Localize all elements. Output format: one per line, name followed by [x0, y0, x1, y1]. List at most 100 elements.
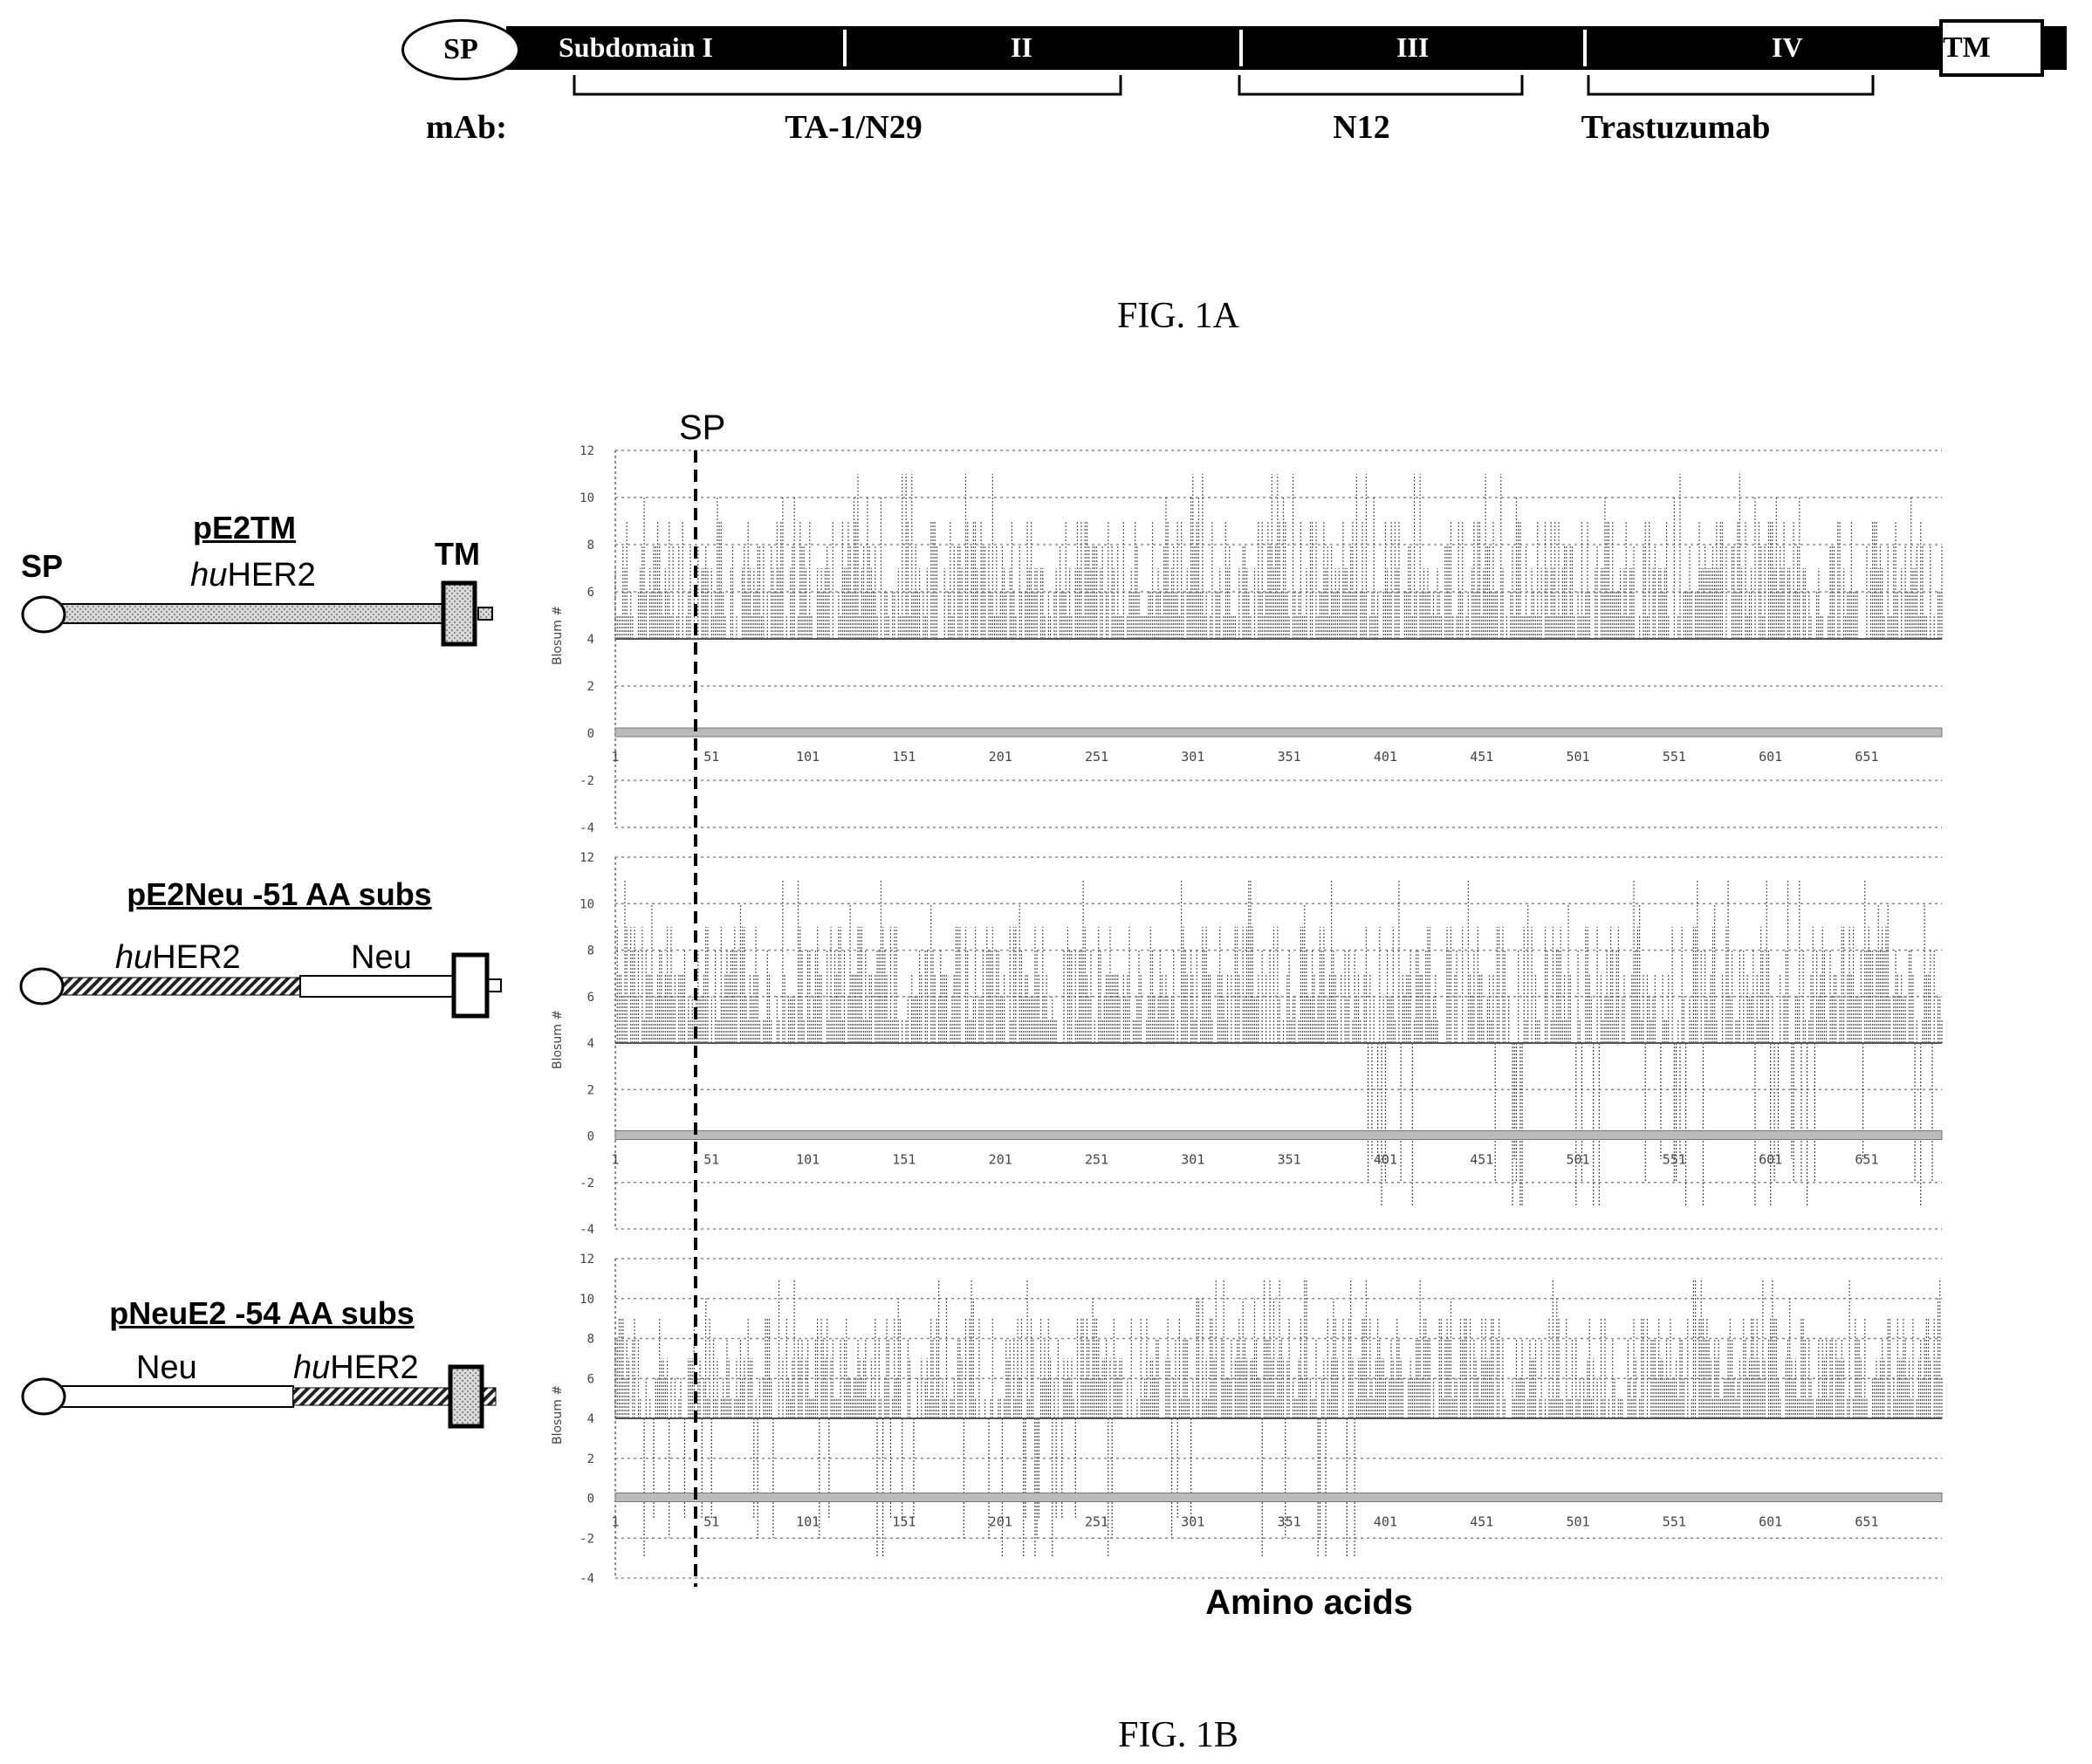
x-tick-label: 501: [1567, 1152, 1590, 1168]
zero-axis-band: [614, 1130, 1943, 1140]
y-tick-label: 4: [587, 633, 594, 647]
construct-1-sp-ellipse: [21, 595, 66, 634]
construct-2-neu-segment: [299, 975, 456, 998]
x-tick-label: 51: [703, 1152, 719, 1168]
x-tick-label: 251: [1085, 1152, 1108, 1168]
construct-1-huher2-label: huHER2: [157, 557, 349, 594]
x-tick-label: 201: [989, 1514, 1012, 1530]
transmembrane-label: TM: [1943, 31, 1991, 64]
construct-1-tm-box: [441, 580, 477, 647]
zero-axis-band: [614, 1493, 1943, 1502]
mab-trastuzumab: Trastuzumab: [1581, 109, 1771, 146]
y-tick-label: -2: [580, 1532, 594, 1546]
x-tick-label: 651: [1855, 1514, 1878, 1530]
x-tick-label: 301: [1181, 1152, 1204, 1168]
x-tick-label: 1: [611, 1152, 619, 1168]
mab-n12: N12: [1333, 109, 1390, 146]
y-tick-label: 2: [587, 1083, 594, 1097]
construct-1-name: pE2TM: [192, 510, 296, 546]
domain-divider: [1583, 30, 1587, 66]
x-tick-label: 151: [892, 1152, 916, 1168]
y-tick-label: 12: [580, 851, 594, 865]
construct-3-sp-ellipse: [21, 1377, 66, 1416]
bracket-n12: [1238, 75, 1524, 96]
x-tick-label: 601: [1759, 749, 1782, 765]
y-tick-label: 8: [587, 1333, 594, 1347]
x-tick-label: 101: [796, 749, 820, 765]
x-tick-label: 301: [1181, 749, 1204, 765]
x-tick-label: 601: [1759, 1152, 1782, 1168]
domain-divider: [843, 30, 847, 66]
x-tick-label: 451: [1470, 1152, 1493, 1168]
y-tick-label: -4: [580, 1223, 594, 1237]
fig1b-caption: FIG. 1B: [1118, 1715, 1238, 1755]
x-tick-label: 501: [1567, 749, 1590, 765]
construct-3-her2: HER2: [330, 1349, 419, 1386]
transmembrane-box: TM: [1939, 19, 2044, 77]
construct-1-diagram: [21, 580, 493, 647]
construct-3-diagram: [21, 1364, 497, 1429]
y-tick-label: 2: [587, 1452, 594, 1466]
x-tick-label: 151: [892, 749, 916, 765]
x-tick-label: 1: [611, 749, 619, 765]
y-tick-label: -4: [580, 1572, 594, 1586]
signal-peptide-ellipse: SP: [401, 19, 520, 80]
x-tick-label: 451: [1470, 749, 1493, 765]
construct-3-neu-segment: [51, 1385, 294, 1408]
construct-2-tm-box: [451, 952, 490, 1019]
zero-axis-band: [614, 727, 1943, 738]
x-tick-label: 251: [1085, 1514, 1108, 1530]
construct-2-diagram: [19, 952, 502, 1019]
sp-marker-label: SP: [679, 408, 726, 447]
x-tick-label: 51: [703, 749, 719, 765]
subdomain-1-label: Subdomain I: [559, 31, 713, 63]
construct-2-name: pE2Neu -51 AA subs: [127, 876, 432, 912]
x-tick-label: 651: [1855, 749, 1878, 765]
construct-1-tail: [477, 607, 493, 621]
x-tick-label: 551: [1663, 1514, 1686, 1530]
y-tick-label: 10: [580, 491, 594, 505]
y-tick-label: 6: [587, 1372, 594, 1386]
mab-label: mAb:: [426, 109, 507, 146]
y-tick-label: 0: [587, 1493, 594, 1507]
x-tick-label: 551: [1663, 1152, 1686, 1168]
x-tick-label: 351: [1278, 1152, 1301, 1168]
x-tick-label: 601: [1759, 1514, 1782, 1530]
construct-3-hu-prefix: hu: [293, 1349, 331, 1386]
y-axis-label: Blosum #: [551, 1010, 565, 1069]
bracket-ta1-n29: [573, 75, 1122, 96]
x-tick-label: 551: [1663, 749, 1686, 765]
x-tick-label: 501: [1567, 1514, 1590, 1530]
construct-2-huher2-label: huHER2: [115, 939, 241, 977]
y-tick-label: 8: [587, 944, 594, 958]
x-tick-label: 401: [1374, 1152, 1397, 1168]
y-tick-label: 10: [580, 897, 594, 911]
y-tick-label: 4: [587, 1412, 594, 1426]
y-tick-label: -2: [580, 774, 594, 788]
x-tick-label: 101: [796, 1514, 820, 1530]
y-tick-label: -4: [580, 821, 594, 835]
domain-bar-tail: [2042, 26, 2067, 70]
subdomain-4-label: IV: [1772, 31, 1803, 63]
y-tick-label: 10: [580, 1293, 594, 1307]
x-tick-label: 1: [611, 1514, 619, 1530]
x-tick-label: 51: [703, 1514, 719, 1530]
x-tick-label: 451: [1470, 1514, 1493, 1530]
fig1a-caption: FIG. 1A: [1116, 296, 1239, 336]
y-tick-label: 6: [587, 991, 594, 1005]
subdomain-3-label: III: [1396, 31, 1430, 63]
x-tick-label: 351: [1278, 749, 1301, 765]
x-tick-label: 151: [892, 1514, 916, 1530]
construct-1-hu-prefix: hu: [190, 557, 228, 594]
x-tick-label: 251: [1085, 749, 1108, 765]
bracket-trastuzumab: [1587, 75, 1875, 96]
construct-1-her2: HER2: [227, 557, 316, 594]
y-tick-label: 0: [587, 1130, 594, 1144]
construct-3-tm-box: [448, 1364, 484, 1429]
y-tick-label: -2: [580, 1177, 594, 1191]
x-tick-label: 401: [1374, 749, 1397, 765]
x-tick-label: 301: [1181, 1514, 1204, 1530]
x-tick-label: 101: [796, 1152, 820, 1168]
x-axis-title: Amino acids: [1205, 1583, 1413, 1622]
signal-peptide-label: SP: [443, 33, 478, 65]
